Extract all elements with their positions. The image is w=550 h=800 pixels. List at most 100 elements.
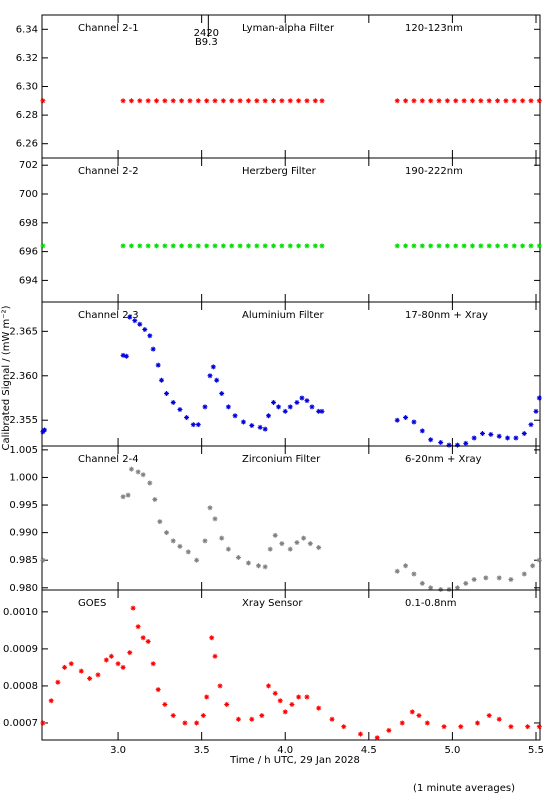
data-point xyxy=(312,98,318,104)
panel-label: Xray Sensor xyxy=(242,598,303,609)
data-point xyxy=(254,98,260,104)
footnote: (1 minute averages) xyxy=(413,783,515,794)
data-point xyxy=(446,586,452,592)
data-point xyxy=(444,98,450,104)
x-tick-label: 5.0 xyxy=(444,745,460,756)
data-point xyxy=(276,404,282,410)
data-point xyxy=(42,427,48,433)
data-point xyxy=(474,720,480,726)
data-point xyxy=(341,724,347,730)
data-point xyxy=(87,676,93,682)
data-point xyxy=(194,557,200,563)
data-point xyxy=(319,408,325,414)
data-point xyxy=(245,243,251,249)
y-tick-label: 0.985 xyxy=(9,555,38,566)
panel-label: Channel 2-2 xyxy=(78,166,139,177)
data-point xyxy=(446,442,452,448)
panel-label: 17-80nm + Xray xyxy=(405,310,488,321)
data-point xyxy=(249,423,255,429)
data-point xyxy=(279,541,285,547)
data-point xyxy=(195,98,201,104)
data-point xyxy=(120,98,126,104)
data-point xyxy=(319,243,325,249)
data-point xyxy=(202,538,208,544)
data-point xyxy=(135,469,141,475)
data-point xyxy=(170,538,176,544)
annotation-text: 2420 xyxy=(194,28,219,39)
data-point xyxy=(187,243,193,249)
data-point xyxy=(182,720,188,726)
data-point xyxy=(219,391,225,397)
panel-frame xyxy=(41,14,541,159)
panel-label: Channel 2-1 xyxy=(78,23,139,34)
data-point xyxy=(419,580,425,586)
data-point xyxy=(237,98,243,104)
data-point xyxy=(304,694,310,700)
data-point xyxy=(301,535,307,541)
data-point xyxy=(441,724,447,730)
data-point xyxy=(428,243,434,249)
data-point xyxy=(403,563,409,569)
data-point xyxy=(262,243,268,249)
data-point xyxy=(416,713,422,719)
data-point xyxy=(229,243,235,249)
data-point xyxy=(212,653,218,659)
data-point xyxy=(424,720,430,726)
data-point xyxy=(294,399,300,405)
data-point xyxy=(170,713,176,719)
data-point xyxy=(48,698,54,704)
data-point xyxy=(108,653,114,659)
data-point xyxy=(254,243,260,249)
data-point xyxy=(403,415,409,421)
data-point xyxy=(411,571,417,577)
data-point xyxy=(394,568,400,574)
data-point xyxy=(536,557,542,563)
data-point xyxy=(164,530,170,536)
data-point xyxy=(140,635,146,641)
data-point xyxy=(123,353,129,359)
data-point xyxy=(150,661,156,667)
data-point xyxy=(125,492,131,498)
data-point xyxy=(454,442,460,448)
data-point xyxy=(536,98,542,104)
data-point xyxy=(212,98,218,104)
data-point xyxy=(294,540,300,546)
data-point xyxy=(212,516,218,522)
data-point xyxy=(478,98,484,104)
data-point xyxy=(520,243,526,249)
data-point xyxy=(204,98,210,104)
data-point xyxy=(508,724,514,730)
data-point xyxy=(471,435,477,441)
data-point xyxy=(279,98,285,104)
data-point xyxy=(159,377,165,383)
data-point xyxy=(520,98,526,104)
data-point xyxy=(496,716,502,722)
data-point xyxy=(179,98,185,104)
data-point xyxy=(394,98,400,104)
data-point xyxy=(528,243,534,249)
data-point xyxy=(438,586,444,592)
data-point xyxy=(235,716,241,722)
data-point xyxy=(496,575,502,581)
data-point xyxy=(78,668,84,674)
data-point xyxy=(386,727,392,733)
data-point xyxy=(177,543,183,549)
data-point xyxy=(207,373,213,379)
data-point xyxy=(319,98,325,104)
data-point xyxy=(207,505,213,511)
x-tick-label: 3.5 xyxy=(194,745,210,756)
y-tick-label: 6.34 xyxy=(16,24,38,35)
data-point xyxy=(194,720,200,726)
data-point xyxy=(262,426,268,432)
x-tick-label: 4.0 xyxy=(277,745,293,756)
data-point xyxy=(469,243,475,249)
data-point xyxy=(262,98,268,104)
data-point xyxy=(103,657,109,663)
y-tick-label: 6.28 xyxy=(16,110,38,121)
y-tick-label: 0.995 xyxy=(9,500,38,511)
data-point xyxy=(220,98,226,104)
data-point xyxy=(232,413,238,419)
data-point xyxy=(154,98,160,104)
data-point xyxy=(128,98,134,104)
data-point xyxy=(289,701,295,707)
